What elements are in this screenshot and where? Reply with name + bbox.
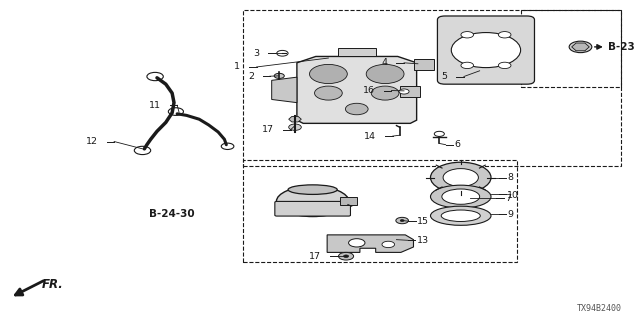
Circle shape [221,143,234,149]
Polygon shape [289,116,301,122]
Text: 15: 15 [417,217,429,226]
Circle shape [461,62,474,68]
Bar [340,197,357,204]
Circle shape [435,131,444,136]
Circle shape [346,103,368,115]
Polygon shape [272,77,297,103]
Circle shape [134,146,150,155]
Circle shape [366,64,404,84]
Circle shape [443,169,478,187]
Text: TX94B2400: TX94B2400 [577,304,621,313]
Text: 9: 9 [508,210,513,219]
Bar [338,49,376,56]
Text: 6: 6 [454,140,460,149]
Circle shape [274,73,284,78]
Circle shape [499,32,511,38]
Ellipse shape [276,186,349,217]
Bar [414,59,435,69]
Circle shape [314,86,342,100]
Text: 1: 1 [234,62,240,71]
Bar [400,86,420,97]
Circle shape [276,50,288,56]
Circle shape [569,41,592,52]
Text: 3: 3 [253,49,259,58]
Ellipse shape [288,185,337,195]
Text: B-24-30: B-24-30 [148,209,195,219]
Ellipse shape [431,206,491,225]
Circle shape [168,108,184,116]
Circle shape [399,89,409,94]
Circle shape [461,32,474,38]
Text: 4: 4 [381,58,388,67]
Text: 8: 8 [508,173,513,182]
Circle shape [339,252,354,260]
FancyBboxPatch shape [275,201,351,216]
Circle shape [349,239,365,247]
Text: 12: 12 [86,137,98,146]
Text: 10: 10 [508,190,520,200]
Circle shape [310,64,348,84]
Circle shape [371,86,399,100]
Text: 5: 5 [442,72,447,81]
Bar [243,10,621,166]
Circle shape [400,220,404,221]
Circle shape [396,217,408,224]
Ellipse shape [442,189,479,204]
Text: 13: 13 [417,236,429,245]
Circle shape [451,33,520,68]
Polygon shape [297,56,417,123]
Text: 17: 17 [262,125,274,134]
Circle shape [499,62,511,68]
Ellipse shape [441,210,480,221]
Circle shape [431,162,491,193]
Bar [243,160,518,262]
Text: 16: 16 [363,86,375,95]
Circle shape [344,255,349,258]
Circle shape [289,124,301,130]
Text: 17: 17 [309,252,321,261]
Text: FR.: FR. [42,278,63,291]
Ellipse shape [431,185,491,208]
Circle shape [147,72,163,81]
Polygon shape [572,43,589,51]
Circle shape [382,241,395,248]
Text: 7: 7 [505,194,511,203]
Text: 14: 14 [364,132,376,140]
Polygon shape [327,235,413,252]
Text: 11: 11 [148,101,161,110]
Text: B-23: B-23 [607,42,634,52]
Text: 2: 2 [248,72,254,81]
Bar [520,10,621,87]
FancyBboxPatch shape [437,16,534,84]
